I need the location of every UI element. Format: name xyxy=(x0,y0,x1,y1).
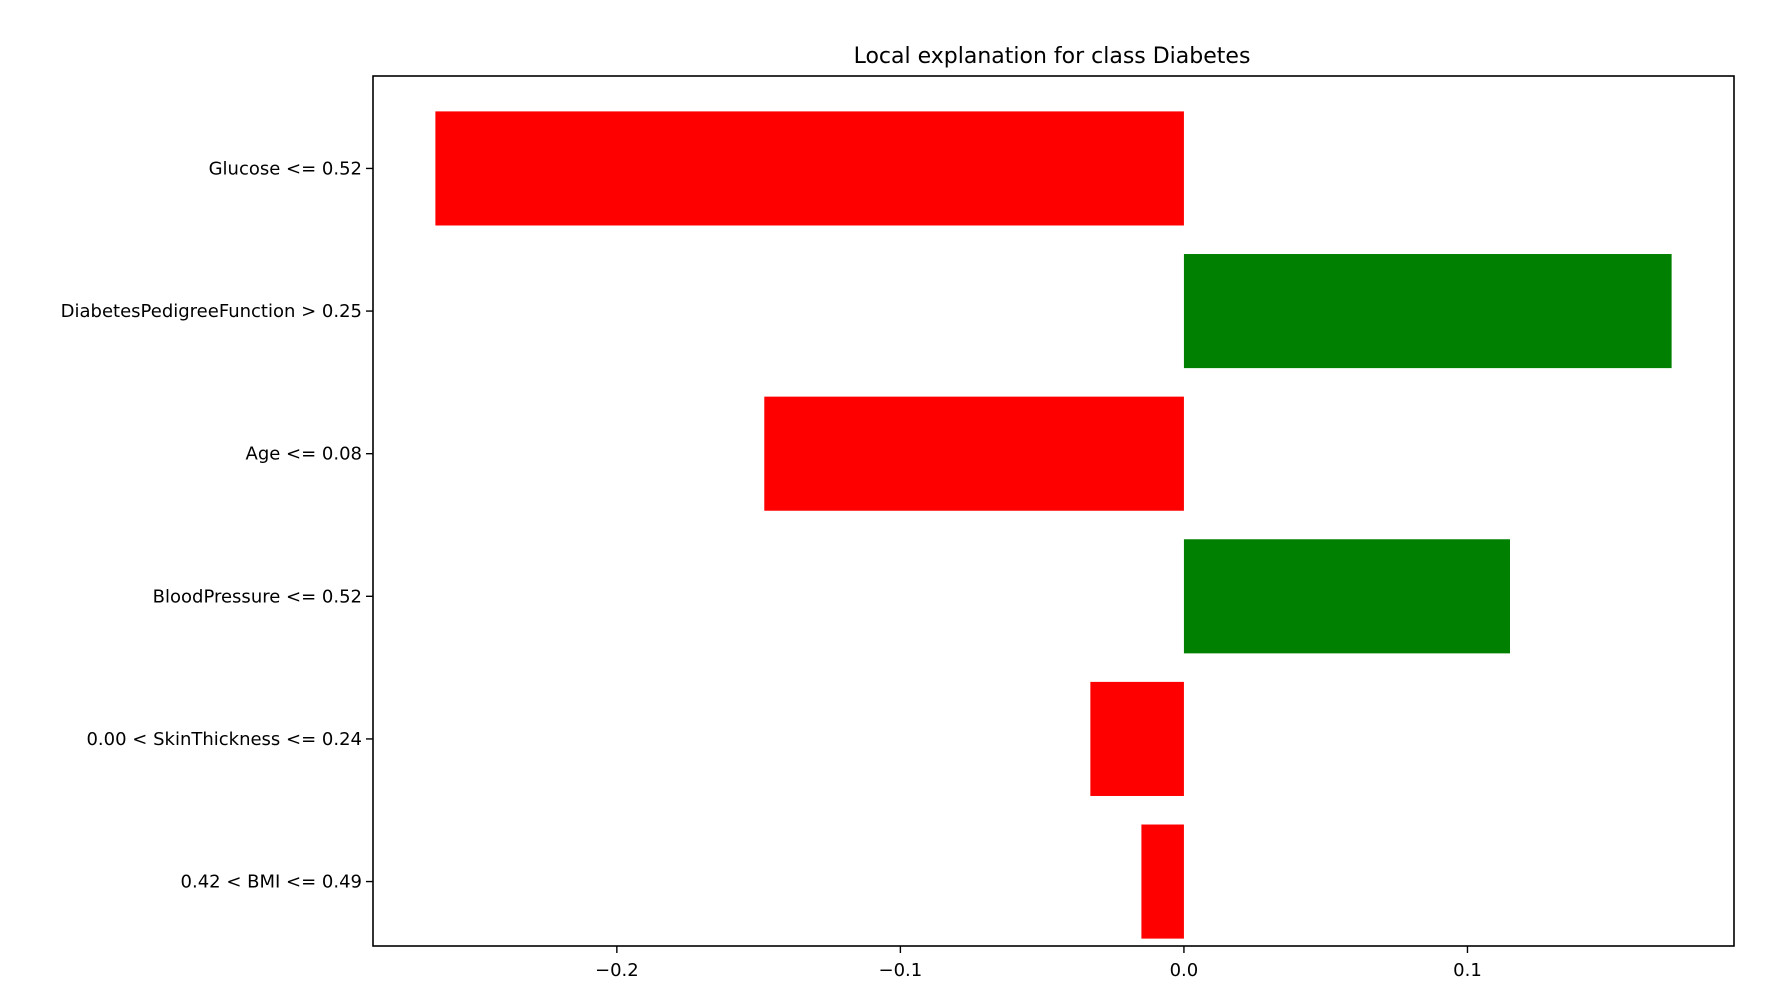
x-axis-ticks: −0.2 −0.1 0.0 0.1 xyxy=(595,946,1482,981)
y-tick-label: 0.42 < BMI <= 0.49 xyxy=(181,872,362,893)
y-axis-ticks: Glucose <= 0.52 DiabetesPedigreeFunction … xyxy=(61,158,373,893)
bar-0 xyxy=(435,111,1184,226)
y-tick-label: Glucose <= 0.52 xyxy=(209,158,362,179)
x-tick-label: 0.0 xyxy=(1170,960,1199,981)
y-tick-label: DiabetesPedigreeFunction > 0.25 xyxy=(61,301,362,322)
bar-2 xyxy=(764,396,1184,511)
bar-5 xyxy=(1141,824,1184,939)
y-tick-label: Age <= 0.08 xyxy=(246,444,363,465)
y-tick-label: 0.00 < SkinThickness <= 0.24 xyxy=(86,729,362,750)
bars-group xyxy=(435,111,1672,939)
chart-title: Local explanation for class Diabetes xyxy=(854,44,1251,69)
bar-1 xyxy=(1183,254,1672,369)
bar-3 xyxy=(1183,539,1511,654)
x-tick-label: 0.1 xyxy=(1453,960,1482,981)
x-tick-label: −0.2 xyxy=(595,960,639,981)
y-tick-label: BloodPressure <= 0.52 xyxy=(153,586,362,607)
plot-frame xyxy=(372,75,1735,947)
x-tick-label: −0.1 xyxy=(879,960,923,981)
bar-4 xyxy=(1090,681,1184,796)
